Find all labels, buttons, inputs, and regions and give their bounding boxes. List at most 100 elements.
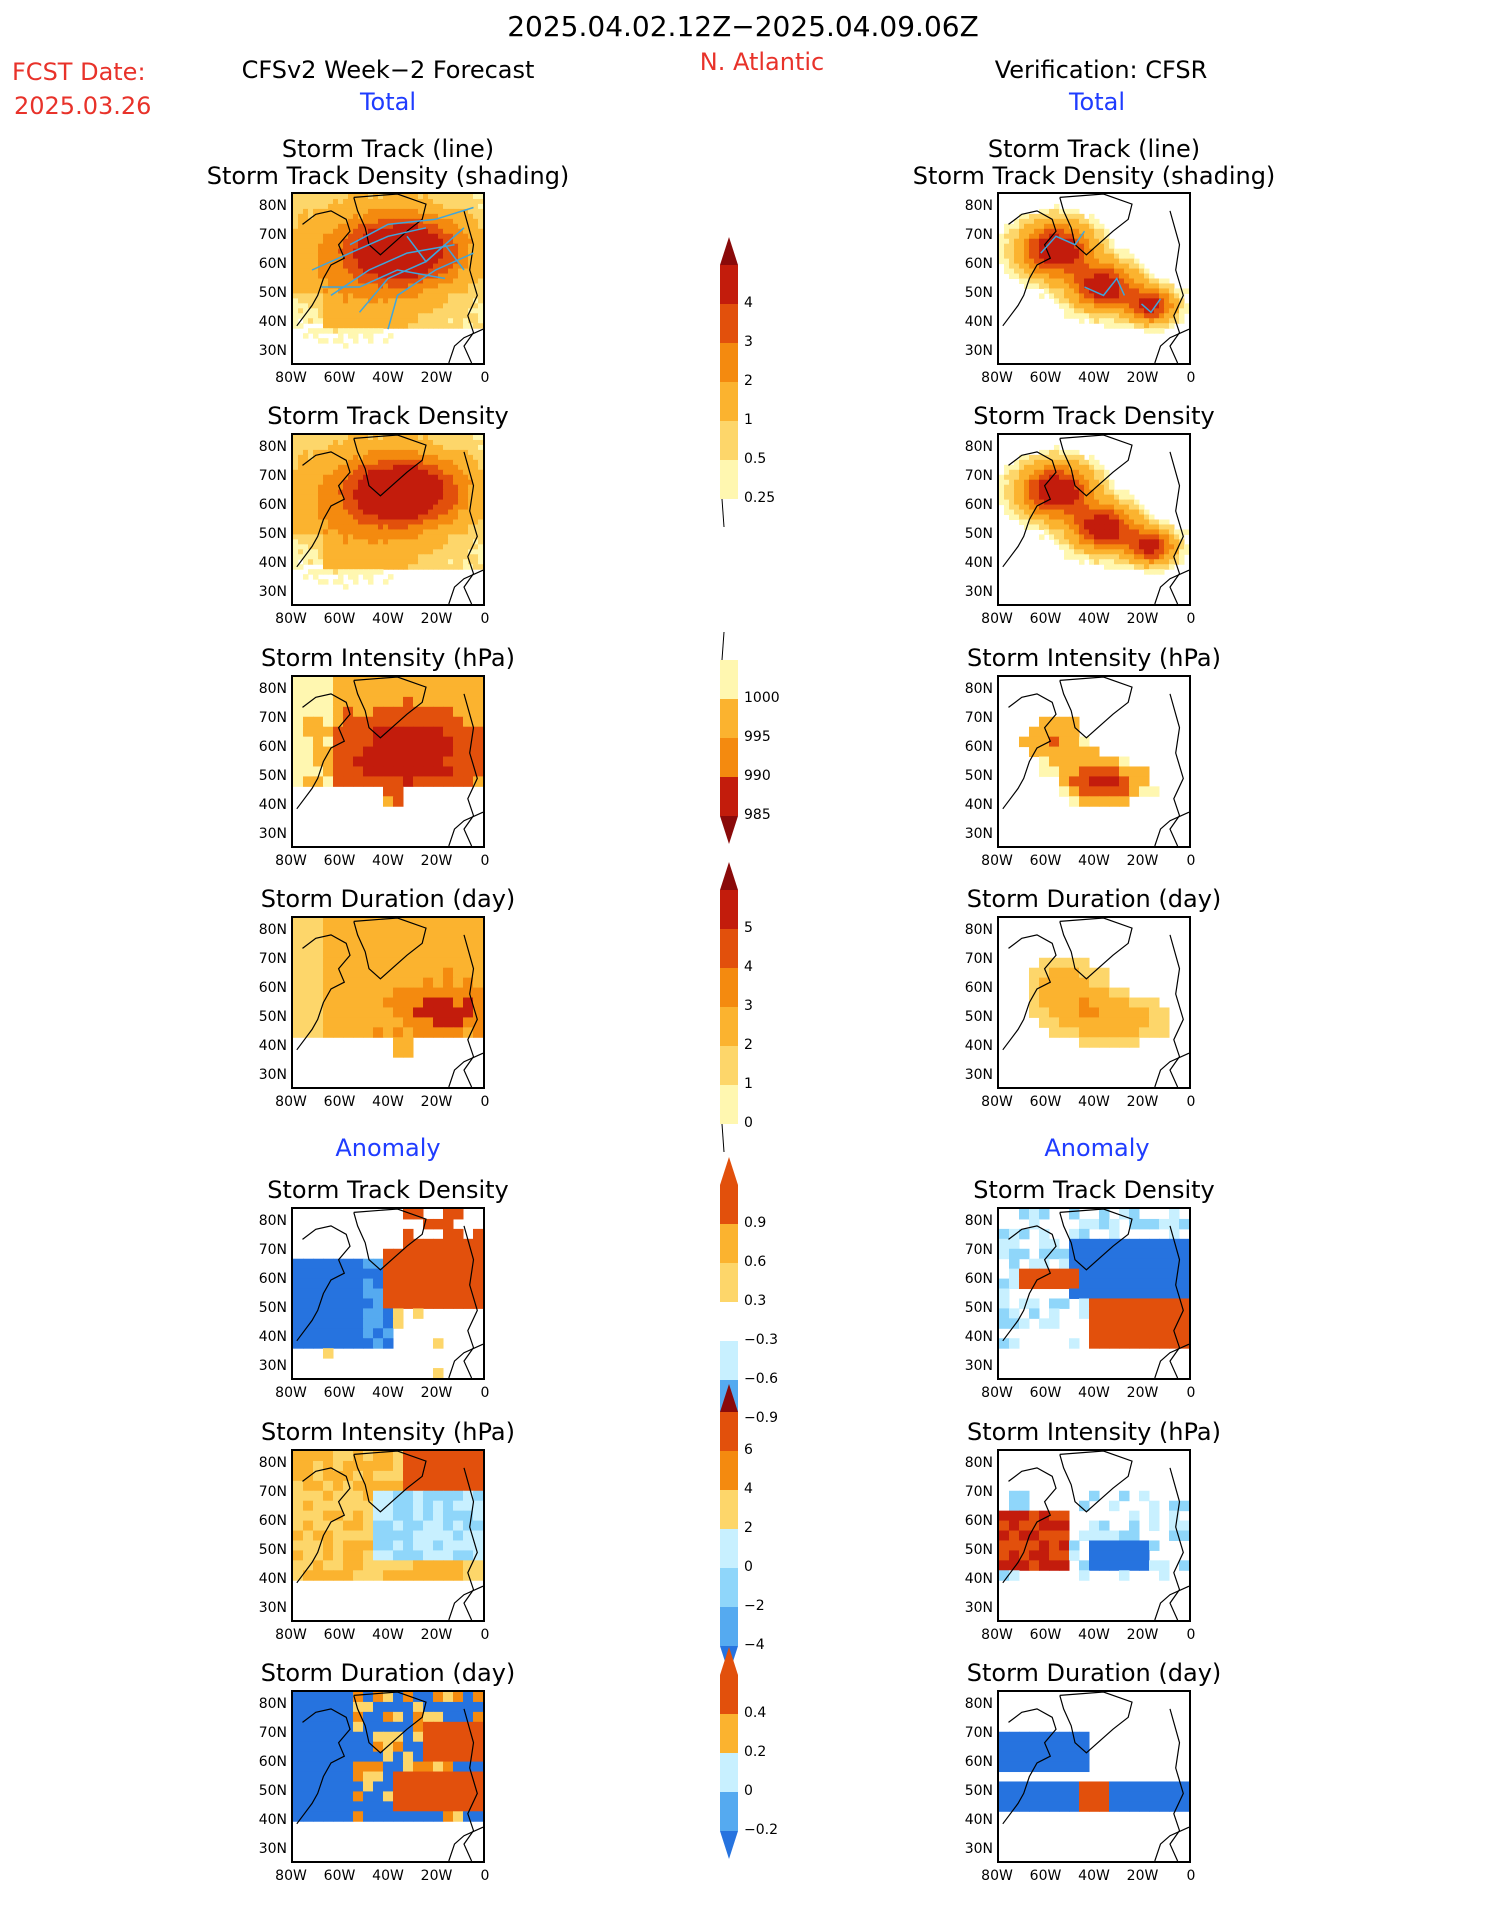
field-cell xyxy=(473,283,479,289)
field-cell xyxy=(1064,534,1070,540)
field-cell xyxy=(1109,303,1115,309)
field-cell xyxy=(438,444,444,451)
field-cell xyxy=(1094,283,1100,289)
field-cell xyxy=(1134,519,1140,525)
field-cell xyxy=(333,776,344,787)
field-cell xyxy=(378,519,384,525)
field-cell xyxy=(393,198,399,205)
field-cell xyxy=(463,957,474,969)
field-cell xyxy=(463,313,469,319)
field-cell xyxy=(338,248,344,255)
field-cell xyxy=(1109,1550,1120,1561)
field-cell xyxy=(1159,1238,1170,1250)
field-cell xyxy=(1124,283,1130,289)
field-cell xyxy=(433,1692,444,1703)
field-cell xyxy=(373,1500,384,1512)
lat-tick-label: 40N xyxy=(258,797,287,813)
field-cell xyxy=(408,514,414,520)
field-cell xyxy=(453,519,459,525)
field-cell xyxy=(999,479,1005,486)
field-cell xyxy=(338,569,344,575)
field-cell xyxy=(1109,1540,1120,1551)
field-cell xyxy=(1039,1248,1050,1260)
field-cell xyxy=(1099,1017,1110,1028)
field-cell xyxy=(353,1500,364,1512)
field-cell xyxy=(1129,318,1135,324)
field-cell xyxy=(403,736,414,748)
field-cell xyxy=(1084,223,1090,230)
field-cell xyxy=(378,308,384,314)
field-cell xyxy=(473,977,483,989)
field-cell xyxy=(1014,233,1020,240)
field-cell xyxy=(1054,464,1060,471)
field-cell xyxy=(363,1771,374,1782)
field-cell xyxy=(358,469,364,476)
field-cell xyxy=(423,519,429,525)
field-cell xyxy=(1089,283,1095,289)
field-cell xyxy=(1169,524,1175,530)
field-cell xyxy=(1159,293,1165,299)
field-cell xyxy=(378,238,384,245)
total-right-label: Total xyxy=(1068,88,1126,116)
field-cell xyxy=(328,233,334,240)
field-cell xyxy=(443,208,449,215)
field-cell xyxy=(348,539,354,545)
field-cell xyxy=(1069,746,1080,758)
field-cell xyxy=(348,213,354,220)
panel-title: Storm Intensity (hPa) xyxy=(261,644,515,672)
field-cell xyxy=(293,1278,304,1290)
field-cell xyxy=(1169,1500,1180,1512)
field-cell xyxy=(393,937,404,949)
field-cell xyxy=(293,544,299,550)
field-cell xyxy=(1054,268,1060,275)
field-cell xyxy=(1014,484,1020,491)
field-cell xyxy=(453,459,459,466)
field-cell xyxy=(1119,1037,1130,1048)
field-cell xyxy=(433,776,444,787)
field-cell xyxy=(303,435,309,441)
field-cell xyxy=(333,1500,344,1512)
field-cell xyxy=(1069,283,1075,289)
field-cell xyxy=(1159,278,1165,284)
field-cell xyxy=(1119,514,1125,520)
field-cell xyxy=(1144,293,1150,299)
field-cell xyxy=(443,564,449,570)
field-cell xyxy=(363,534,369,540)
field-cell xyxy=(303,1338,314,1349)
field-cell xyxy=(393,283,399,289)
field-cell xyxy=(313,514,319,520)
field-cell xyxy=(323,927,334,939)
field-cell xyxy=(473,1238,483,1250)
field-cell xyxy=(343,484,349,491)
field-cell xyxy=(1154,293,1160,299)
field-cell xyxy=(333,293,339,299)
field-cell xyxy=(373,1510,384,1522)
field-cell xyxy=(338,288,344,294)
field-cell xyxy=(1129,1027,1140,1038)
field-cell xyxy=(458,303,464,309)
field-cell xyxy=(413,1007,424,1018)
field-cell xyxy=(353,766,364,777)
field-cell xyxy=(1059,1027,1070,1038)
field-cell xyxy=(358,474,364,481)
field-cell xyxy=(408,273,414,279)
field-cell xyxy=(473,1007,483,1018)
field-cell xyxy=(303,766,314,777)
field-cell xyxy=(323,997,334,1008)
field-cell xyxy=(388,278,394,284)
field-cell xyxy=(433,444,439,451)
map-panel-ianom-obs xyxy=(997,1449,1191,1622)
field-cell xyxy=(1159,569,1165,575)
storm-track-line xyxy=(1040,230,1086,254)
field-cell xyxy=(353,918,364,929)
field-cell xyxy=(443,1761,454,1773)
field-cell xyxy=(1149,539,1155,545)
field-cell xyxy=(313,1692,324,1703)
field-cell xyxy=(373,509,379,516)
field-cell xyxy=(1019,1228,1030,1240)
field-cell xyxy=(1129,494,1135,501)
field-cell xyxy=(999,1530,1010,1541)
field-cell xyxy=(358,464,364,471)
lat-tick-label: 80N xyxy=(964,439,993,455)
field-cell xyxy=(453,494,459,501)
